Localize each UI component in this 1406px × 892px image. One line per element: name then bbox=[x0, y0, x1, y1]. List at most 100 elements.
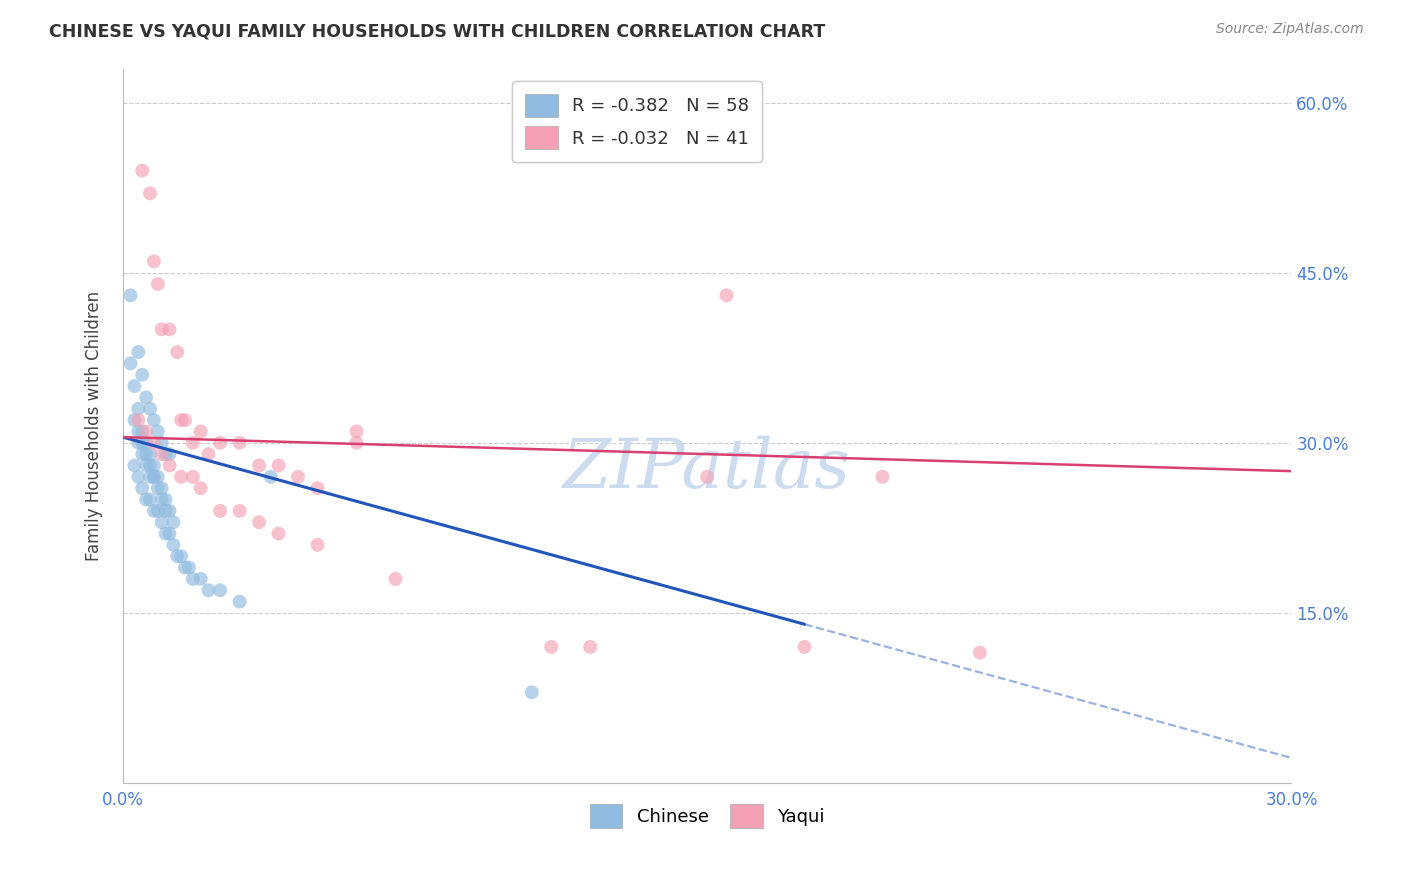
Point bbox=[540, 640, 562, 654]
Point bbox=[159, 458, 181, 473]
Point bbox=[127, 345, 149, 359]
Point bbox=[139, 401, 162, 416]
Point bbox=[150, 322, 173, 336]
Point bbox=[162, 515, 184, 529]
Point bbox=[190, 481, 212, 495]
Point bbox=[228, 435, 250, 450]
Point bbox=[190, 572, 212, 586]
Point bbox=[155, 504, 177, 518]
Point bbox=[696, 470, 718, 484]
Point bbox=[135, 492, 157, 507]
Point bbox=[131, 163, 153, 178]
Point bbox=[150, 447, 173, 461]
Point bbox=[131, 425, 153, 439]
Point bbox=[127, 401, 149, 416]
Point bbox=[139, 470, 162, 484]
Text: ZIPatlas: ZIPatlas bbox=[564, 435, 851, 502]
Point bbox=[150, 435, 173, 450]
Point bbox=[872, 470, 894, 484]
Point bbox=[131, 481, 153, 495]
Point bbox=[174, 413, 197, 427]
Point bbox=[150, 492, 173, 507]
Point bbox=[127, 425, 149, 439]
Point bbox=[209, 583, 232, 598]
Point bbox=[170, 549, 193, 564]
Point bbox=[124, 379, 146, 393]
Point bbox=[142, 413, 165, 427]
Point bbox=[384, 572, 406, 586]
Point bbox=[150, 481, 173, 495]
Point bbox=[716, 288, 738, 302]
Point bbox=[135, 425, 157, 439]
Legend: Chinese, Yaqui: Chinese, Yaqui bbox=[582, 797, 832, 835]
Point bbox=[150, 515, 173, 529]
Point bbox=[142, 458, 165, 473]
Point bbox=[146, 504, 169, 518]
Point bbox=[177, 560, 200, 574]
Point bbox=[267, 458, 290, 473]
Point bbox=[969, 646, 991, 660]
Y-axis label: Family Households with Children: Family Households with Children bbox=[86, 291, 103, 561]
Point bbox=[131, 368, 153, 382]
Point bbox=[159, 504, 181, 518]
Point bbox=[181, 435, 204, 450]
Point bbox=[159, 447, 181, 461]
Point bbox=[209, 504, 232, 518]
Point bbox=[120, 356, 142, 370]
Point bbox=[174, 560, 197, 574]
Point bbox=[146, 425, 169, 439]
Point bbox=[142, 435, 165, 450]
Point bbox=[142, 504, 165, 518]
Point bbox=[155, 526, 177, 541]
Point bbox=[162, 538, 184, 552]
Point bbox=[197, 583, 219, 598]
Point bbox=[146, 470, 169, 484]
Point bbox=[346, 425, 368, 439]
Point bbox=[159, 322, 181, 336]
Point bbox=[579, 640, 602, 654]
Point bbox=[131, 435, 153, 450]
Point bbox=[131, 447, 153, 461]
Point bbox=[155, 492, 177, 507]
Point bbox=[267, 526, 290, 541]
Text: Source: ZipAtlas.com: Source: ZipAtlas.com bbox=[1216, 22, 1364, 37]
Point bbox=[127, 435, 149, 450]
Text: CHINESE VS YAQUI FAMILY HOUSEHOLDS WITH CHILDREN CORRELATION CHART: CHINESE VS YAQUI FAMILY HOUSEHOLDS WITH … bbox=[49, 22, 825, 40]
Point bbox=[139, 447, 162, 461]
Point bbox=[228, 504, 250, 518]
Point bbox=[793, 640, 815, 654]
Point bbox=[135, 458, 157, 473]
Point bbox=[127, 413, 149, 427]
Point bbox=[142, 470, 165, 484]
Point bbox=[127, 470, 149, 484]
Point bbox=[346, 435, 368, 450]
Point bbox=[247, 458, 270, 473]
Point bbox=[159, 526, 181, 541]
Point bbox=[181, 470, 204, 484]
Point bbox=[520, 685, 543, 699]
Point bbox=[146, 277, 169, 291]
Point bbox=[287, 470, 309, 484]
Point bbox=[307, 481, 329, 495]
Point bbox=[209, 435, 232, 450]
Point bbox=[181, 572, 204, 586]
Point bbox=[170, 470, 193, 484]
Point bbox=[155, 447, 177, 461]
Point bbox=[120, 288, 142, 302]
Point bbox=[142, 254, 165, 268]
Point bbox=[146, 481, 169, 495]
Point bbox=[142, 470, 165, 484]
Point bbox=[139, 186, 162, 201]
Point bbox=[166, 549, 188, 564]
Point bbox=[124, 458, 146, 473]
Point bbox=[135, 391, 157, 405]
Point bbox=[139, 458, 162, 473]
Point bbox=[247, 515, 270, 529]
Point bbox=[166, 345, 188, 359]
Point bbox=[139, 492, 162, 507]
Point bbox=[190, 425, 212, 439]
Point bbox=[135, 435, 157, 450]
Point bbox=[124, 413, 146, 427]
Point bbox=[307, 538, 329, 552]
Point bbox=[197, 447, 219, 461]
